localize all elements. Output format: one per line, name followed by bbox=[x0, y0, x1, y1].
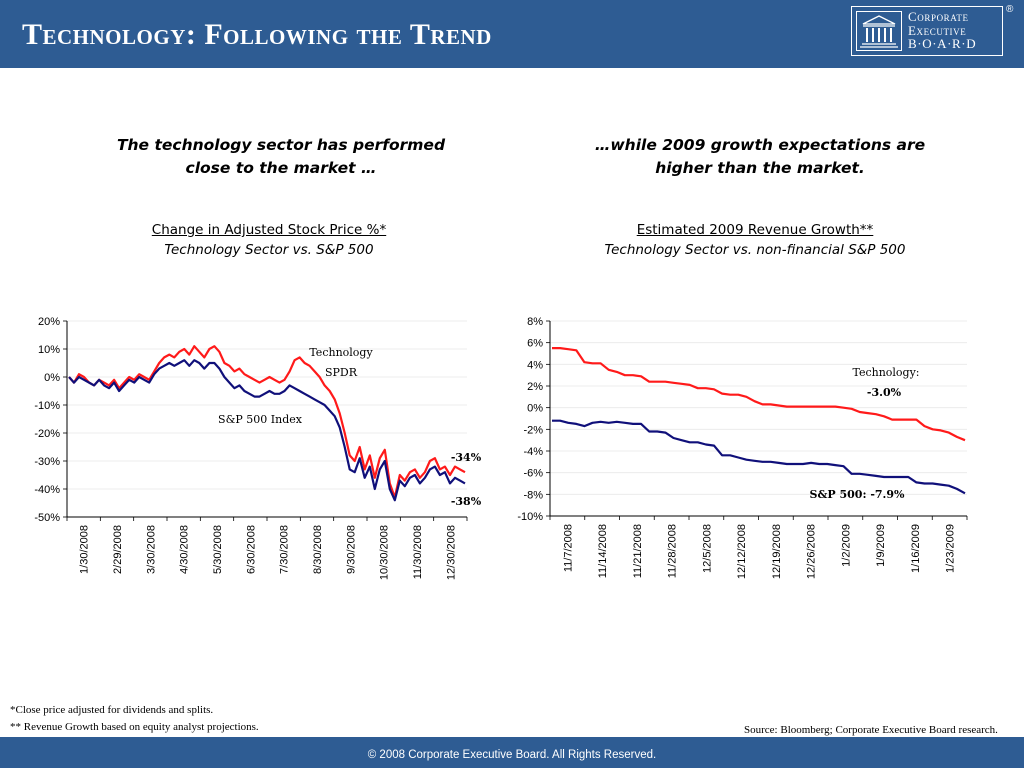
technology-label: Technology bbox=[309, 346, 373, 359]
x-tick-label: 5/30/2008 bbox=[212, 525, 224, 574]
y-tick-label: 2% bbox=[527, 381, 543, 393]
x-tick-label: 2/29/2008 bbox=[112, 525, 124, 574]
y-tick-label: -30% bbox=[34, 456, 60, 468]
y-tick-label: 0% bbox=[44, 372, 60, 384]
x-tick-label: 12/19/2008 bbox=[771, 524, 783, 579]
y-tick-label: -10% bbox=[517, 511, 543, 523]
copyright: © 2008 Corporate Executive Board. All Ri… bbox=[367, 749, 657, 761]
right-headline-line-2: higher than the market. bbox=[655, 159, 865, 177]
right-chart-title: Estimated 2009 Revenue Growth** bbox=[636, 222, 874, 238]
technology-label: Technology: bbox=[852, 366, 919, 379]
right-headline: …while 2009 growth expectations are high… bbox=[568, 134, 952, 180]
left-headline-line-1: The technology sector has performed bbox=[116, 136, 446, 154]
series-line bbox=[68, 345, 466, 499]
series-line bbox=[552, 347, 966, 442]
x-tick-label: 8/30/2008 bbox=[312, 525, 324, 574]
x-tick-label: 12/12/2008 bbox=[736, 524, 748, 579]
x-tick-label: 11/30/2008 bbox=[412, 525, 424, 579]
technology-label-line-2: SPDR bbox=[325, 366, 358, 379]
footer-bar: © 2008 Corporate Executive Board. All Ri… bbox=[0, 737, 1024, 768]
y-tick-label: 0% bbox=[527, 403, 543, 415]
series-line bbox=[68, 359, 466, 502]
x-tick-label: 10/30/2008 bbox=[379, 525, 391, 580]
right-chart-subtitle: Estimated 2009 Revenue Growth** Technolo… bbox=[578, 220, 932, 260]
x-tick-label: 6/30/2008 bbox=[245, 525, 257, 574]
y-tick-label: -20% bbox=[34, 428, 60, 440]
x-tick-label: 11/21/2008 bbox=[632, 524, 644, 578]
y-tick-label: -8% bbox=[523, 489, 543, 501]
x-tick-label: 12/5/2008 bbox=[701, 524, 713, 573]
x-tick-label: 9/30/2008 bbox=[345, 525, 357, 574]
logo-line-2: Executive bbox=[908, 22, 967, 38]
footnote-1: *Close price adjusted for dividends and … bbox=[10, 704, 214, 716]
sp500-end-label: -38% bbox=[451, 495, 482, 508]
y-tick-label: -50% bbox=[34, 512, 60, 524]
registered-mark: ® bbox=[1006, 4, 1014, 15]
sp500-label: S&P 500 Index bbox=[218, 413, 303, 426]
right-chart-caption: Technology Sector vs. non-financial S&P … bbox=[604, 242, 906, 258]
y-tick-label: -4% bbox=[523, 446, 543, 458]
left-headline-line-2: close to the market … bbox=[185, 159, 377, 177]
y-tick-label: 6% bbox=[527, 338, 543, 350]
y-tick-label: -10% bbox=[34, 400, 60, 412]
logo-text: Corporate Executive B·O·A·R·D bbox=[908, 10, 976, 51]
left-chart-title: Change in Adjusted Stock Price %* bbox=[151, 222, 387, 238]
building-icon bbox=[856, 11, 902, 51]
x-tick-label: 12/30/2008 bbox=[445, 525, 457, 580]
y-tick-label: 10% bbox=[38, 344, 60, 356]
sp500-label: S&P 500: -7.9% bbox=[810, 488, 906, 501]
logo-line-1: Corporate bbox=[908, 9, 969, 24]
source-note: Source: Bloomberg; Corporate Executive B… bbox=[744, 724, 998, 736]
x-tick-label: 12/26/2008 bbox=[806, 524, 818, 579]
y-tick-label: -6% bbox=[523, 468, 543, 480]
page-title: Technology: Following the Trend bbox=[22, 18, 492, 51]
y-tick-label: 4% bbox=[527, 359, 543, 371]
technology-end-label: -34% bbox=[451, 451, 482, 464]
left-headline: The technology sector has performed clos… bbox=[100, 134, 462, 180]
building-icon-graphic bbox=[860, 15, 898, 48]
x-tick-label: 1/2/2009 bbox=[840, 524, 852, 567]
series-line bbox=[552, 419, 966, 495]
x-tick-label: 1/9/2009 bbox=[875, 524, 887, 567]
x-tick-label: 1/23/2009 bbox=[945, 524, 957, 573]
y-tick-label: 8% bbox=[527, 316, 543, 328]
left-chart-caption: Technology Sector vs. S&P 500 bbox=[164, 242, 374, 258]
y-tick-label: -40% bbox=[34, 484, 60, 496]
right-headline-line-1: …while 2009 growth expectations are bbox=[594, 136, 926, 154]
left-chart-subtitle: Change in Adjusted Stock Price %* Techno… bbox=[100, 220, 438, 260]
technology-value-label: -3.0% bbox=[867, 386, 902, 399]
y-tick-label: -2% bbox=[523, 424, 543, 436]
x-tick-label: 1/16/2009 bbox=[910, 524, 922, 573]
footnote-2: ** Revenue Growth based on equity analys… bbox=[10, 721, 259, 733]
company-logo: Corporate Executive B·O·A·R·D bbox=[851, 6, 1003, 56]
x-tick-label: 11/7/2008 bbox=[562, 524, 574, 572]
y-tick-label: 20% bbox=[38, 316, 60, 328]
logo-line-3: B·O·A·R·D bbox=[908, 36, 977, 51]
x-tick-label: 7/30/2008 bbox=[279, 525, 291, 574]
header-bar: Technology: Following the Trend Corporat… bbox=[0, 0, 1024, 68]
x-tick-label: 1/30/2008 bbox=[79, 525, 91, 574]
x-tick-label: 11/28/2008 bbox=[667, 524, 679, 578]
x-tick-label: 3/30/2008 bbox=[145, 525, 157, 574]
x-tick-label: 4/30/2008 bbox=[179, 525, 191, 574]
x-tick-label: 11/14/2008 bbox=[597, 524, 609, 578]
